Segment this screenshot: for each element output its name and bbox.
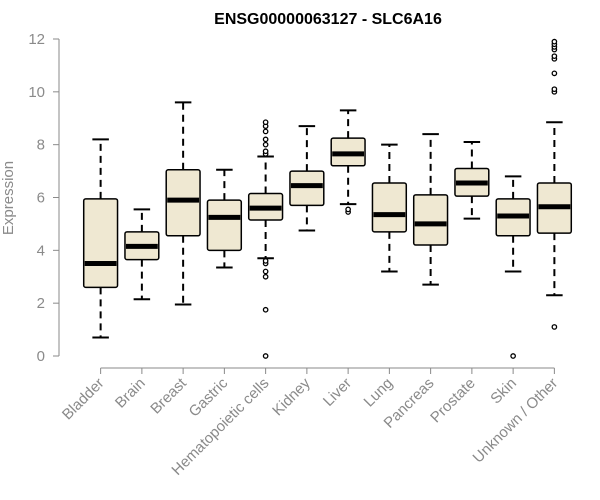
outlier-point: [345, 206, 351, 213]
y-tick-label: 4: [37, 242, 45, 259]
outlier-point: [551, 86, 558, 93]
iqr-box: [412, 194, 449, 246]
box-kidney: [289, 125, 325, 232]
iqr-box: [206, 199, 243, 252]
outlier-point: [262, 136, 269, 143]
outlier-point: [551, 53, 558, 60]
outlier-point: [262, 273, 269, 280]
box-breast: [165, 101, 201, 306]
outlier-point: [510, 353, 516, 359]
iqr-box: [371, 182, 408, 233]
outlier-point: [551, 38, 558, 45]
y-tick-label: 10: [28, 84, 45, 101]
y-tick-label: 6: [37, 190, 45, 207]
iqr-box: [165, 169, 201, 237]
box-hematopoietic-cells: [247, 119, 284, 359]
x-tick-label: Lung: [361, 375, 397, 411]
x-tick-label: Brain: [112, 375, 149, 412]
box-unknown-other: [536, 38, 573, 330]
y-tick-label: 12: [28, 31, 45, 48]
outlier-point: [262, 353, 269, 359]
box-brain: [124, 208, 160, 301]
outlier-point: [262, 141, 269, 148]
outlier-point: [551, 70, 558, 77]
box-skin: [495, 175, 531, 359]
box-bladder: [82, 138, 119, 339]
y-axis: 0 2 4 6 8 10 12: [28, 31, 60, 365]
y-tick-label: 8: [37, 137, 45, 154]
outlier-point: [262, 119, 269, 126]
y-tick-label: 0: [37, 348, 45, 365]
x-tick-label: Kidney: [269, 374, 314, 419]
x-tick-label: Bladder: [59, 375, 108, 424]
x-tick-label: Liver: [320, 375, 355, 410]
box-liver: [330, 109, 366, 215]
iqr-box: [289, 170, 325, 207]
x-tick-label: Skin: [487, 375, 520, 408]
y-axis-label: Expression: [0, 161, 17, 235]
outlier-point: [262, 148, 269, 155]
outlier-point: [262, 258, 269, 264]
chart-title: ENSG00000063127 - SLC6A16: [214, 11, 442, 28]
box-pancreas: [412, 133, 449, 286]
x-tick-label: Breast: [147, 374, 190, 417]
box-lung: [371, 143, 408, 273]
outlier-point: [551, 324, 558, 330]
outlier-point: [262, 268, 269, 275]
box-prostate: [454, 141, 490, 220]
boxes-group: [82, 38, 573, 359]
outlier-point: [262, 306, 269, 313]
outlier-point: [262, 128, 269, 135]
x-tick-label: Prostate: [427, 375, 479, 427]
box-gastric: [206, 168, 243, 269]
y-tick-label: 2: [37, 295, 45, 312]
iqr-box: [82, 198, 119, 289]
